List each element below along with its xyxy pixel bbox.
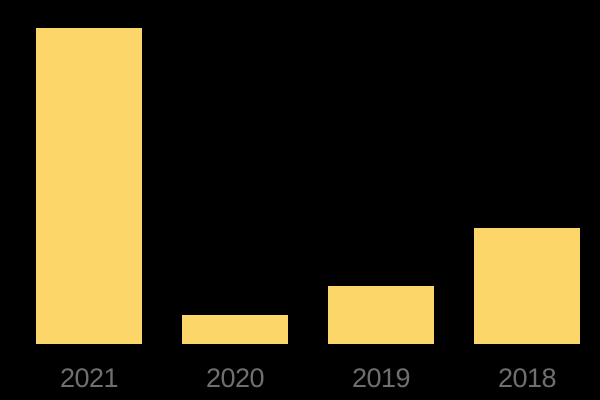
bar-2018: [474, 228, 580, 344]
x-tick-label-2020: 2020: [205, 363, 265, 393]
x-tick-label-2021: 2021: [59, 363, 119, 393]
bar-2019: [328, 286, 434, 344]
x-tick-label-2018: 2018: [497, 363, 557, 393]
bar-2020: [182, 315, 288, 344]
x-tick-label-2019: 2019: [351, 363, 411, 393]
bar-2021: [36, 28, 142, 344]
